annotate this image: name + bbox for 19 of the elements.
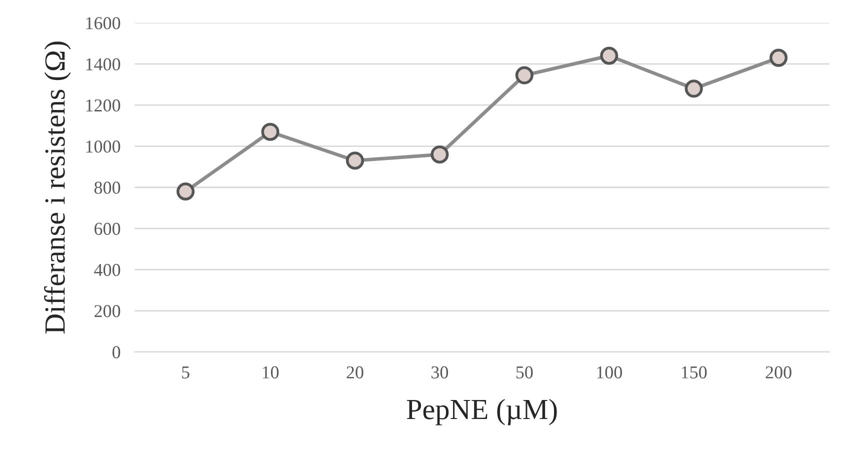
y-tick-label: 1600 <box>86 17 120 30</box>
x-tick-label: 10 <box>262 366 279 378</box>
x-tick-label: 50 <box>516 366 533 378</box>
y-tick-label: 600 <box>94 222 120 235</box>
y-axis-title: Differanse i resistens (Ω) <box>44 42 71 334</box>
y-tick-label: 0 <box>112 346 120 358</box>
y-tick-label: 1000 <box>86 140 120 153</box>
x-tick-label: 20 <box>346 366 364 378</box>
y-tick-label: 1400 <box>86 58 120 70</box>
y-tick-label: 1200 <box>86 99 120 112</box>
x-tick-label: 200 <box>766 366 792 378</box>
x-tick-label: 100 <box>597 366 622 378</box>
y-tick-label: 400 <box>94 264 120 276</box>
y-tick-label: 200 <box>94 305 120 318</box>
x-tick-label: 5 <box>182 366 190 378</box>
x-tick-label: 30 <box>432 366 448 378</box>
x-tick-label: 150 <box>682 366 707 378</box>
y-tick-label: 800 <box>94 182 120 194</box>
x-axis-title: PepNE (µM) <box>406 398 557 426</box>
